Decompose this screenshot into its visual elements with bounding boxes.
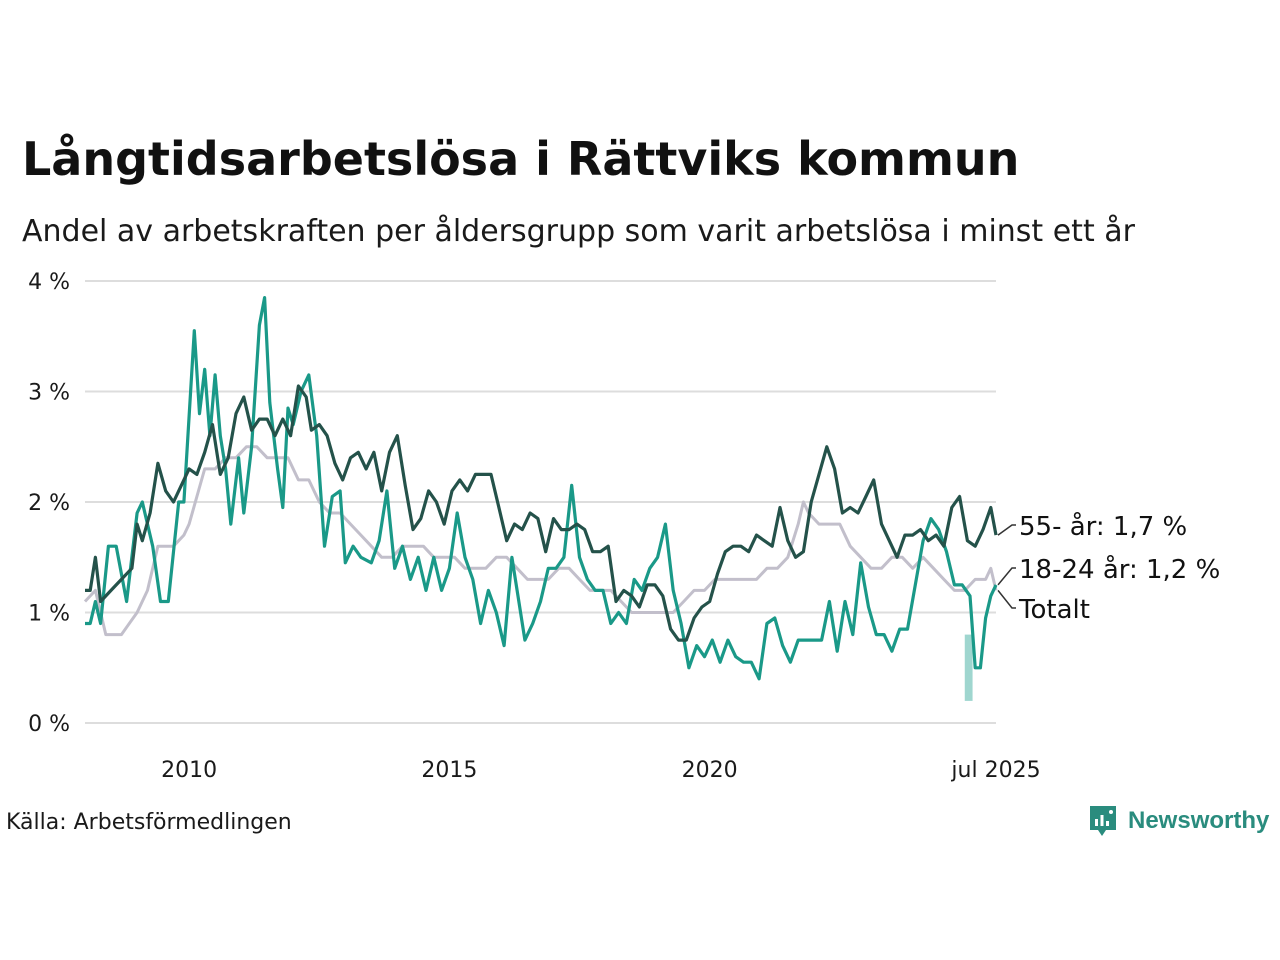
x-tick-label: 2010 (161, 758, 217, 783)
y-tick-label: 0 % (28, 712, 70, 737)
uncertainty-band (964, 634, 973, 701)
y-tick-label: 3 % (28, 381, 70, 406)
chart-title: Långtidsarbetslösa i Rättviks kommun (22, 132, 1020, 186)
x-tick-label: jul 2025 (950, 758, 1040, 783)
x-tick-label: 2015 (421, 758, 477, 783)
series-label-senior: 55- år: 1,7 % (1019, 511, 1187, 542)
brand-name: Newsworthy (1128, 807, 1270, 834)
y-tick-label: 1 % (28, 602, 70, 627)
x-tick-label: 2020 (682, 758, 738, 783)
series-line-senior (85, 384, 998, 642)
y-tick-label: 2 % (28, 491, 70, 516)
series-line-youth (85, 296, 998, 681)
bar-chart-speech-bubble-icon (1090, 806, 1116, 836)
series-line-total (83, 445, 998, 637)
series-label-total: Totalt (1018, 595, 1090, 625)
y-tick-label: 4 % (28, 270, 70, 295)
line-chart: 0 % 1 % 2 % 3 % 4 % 2010 2015 2020 jul 2025 Total… (28, 270, 1220, 783)
chart-subtitle: Andel av arbetskraften per åldersgrupp s… (22, 214, 1135, 249)
label-connector (997, 567, 1016, 586)
label-connector (997, 524, 1016, 536)
series-label-youth: 18-24 år: 1,2 % (1019, 554, 1220, 585)
source-note: Källa: Arbetsförmedlingen (6, 810, 292, 835)
newsworthy-logo: Newsworthy (1088, 804, 1269, 838)
label-connector (997, 589, 1016, 609)
